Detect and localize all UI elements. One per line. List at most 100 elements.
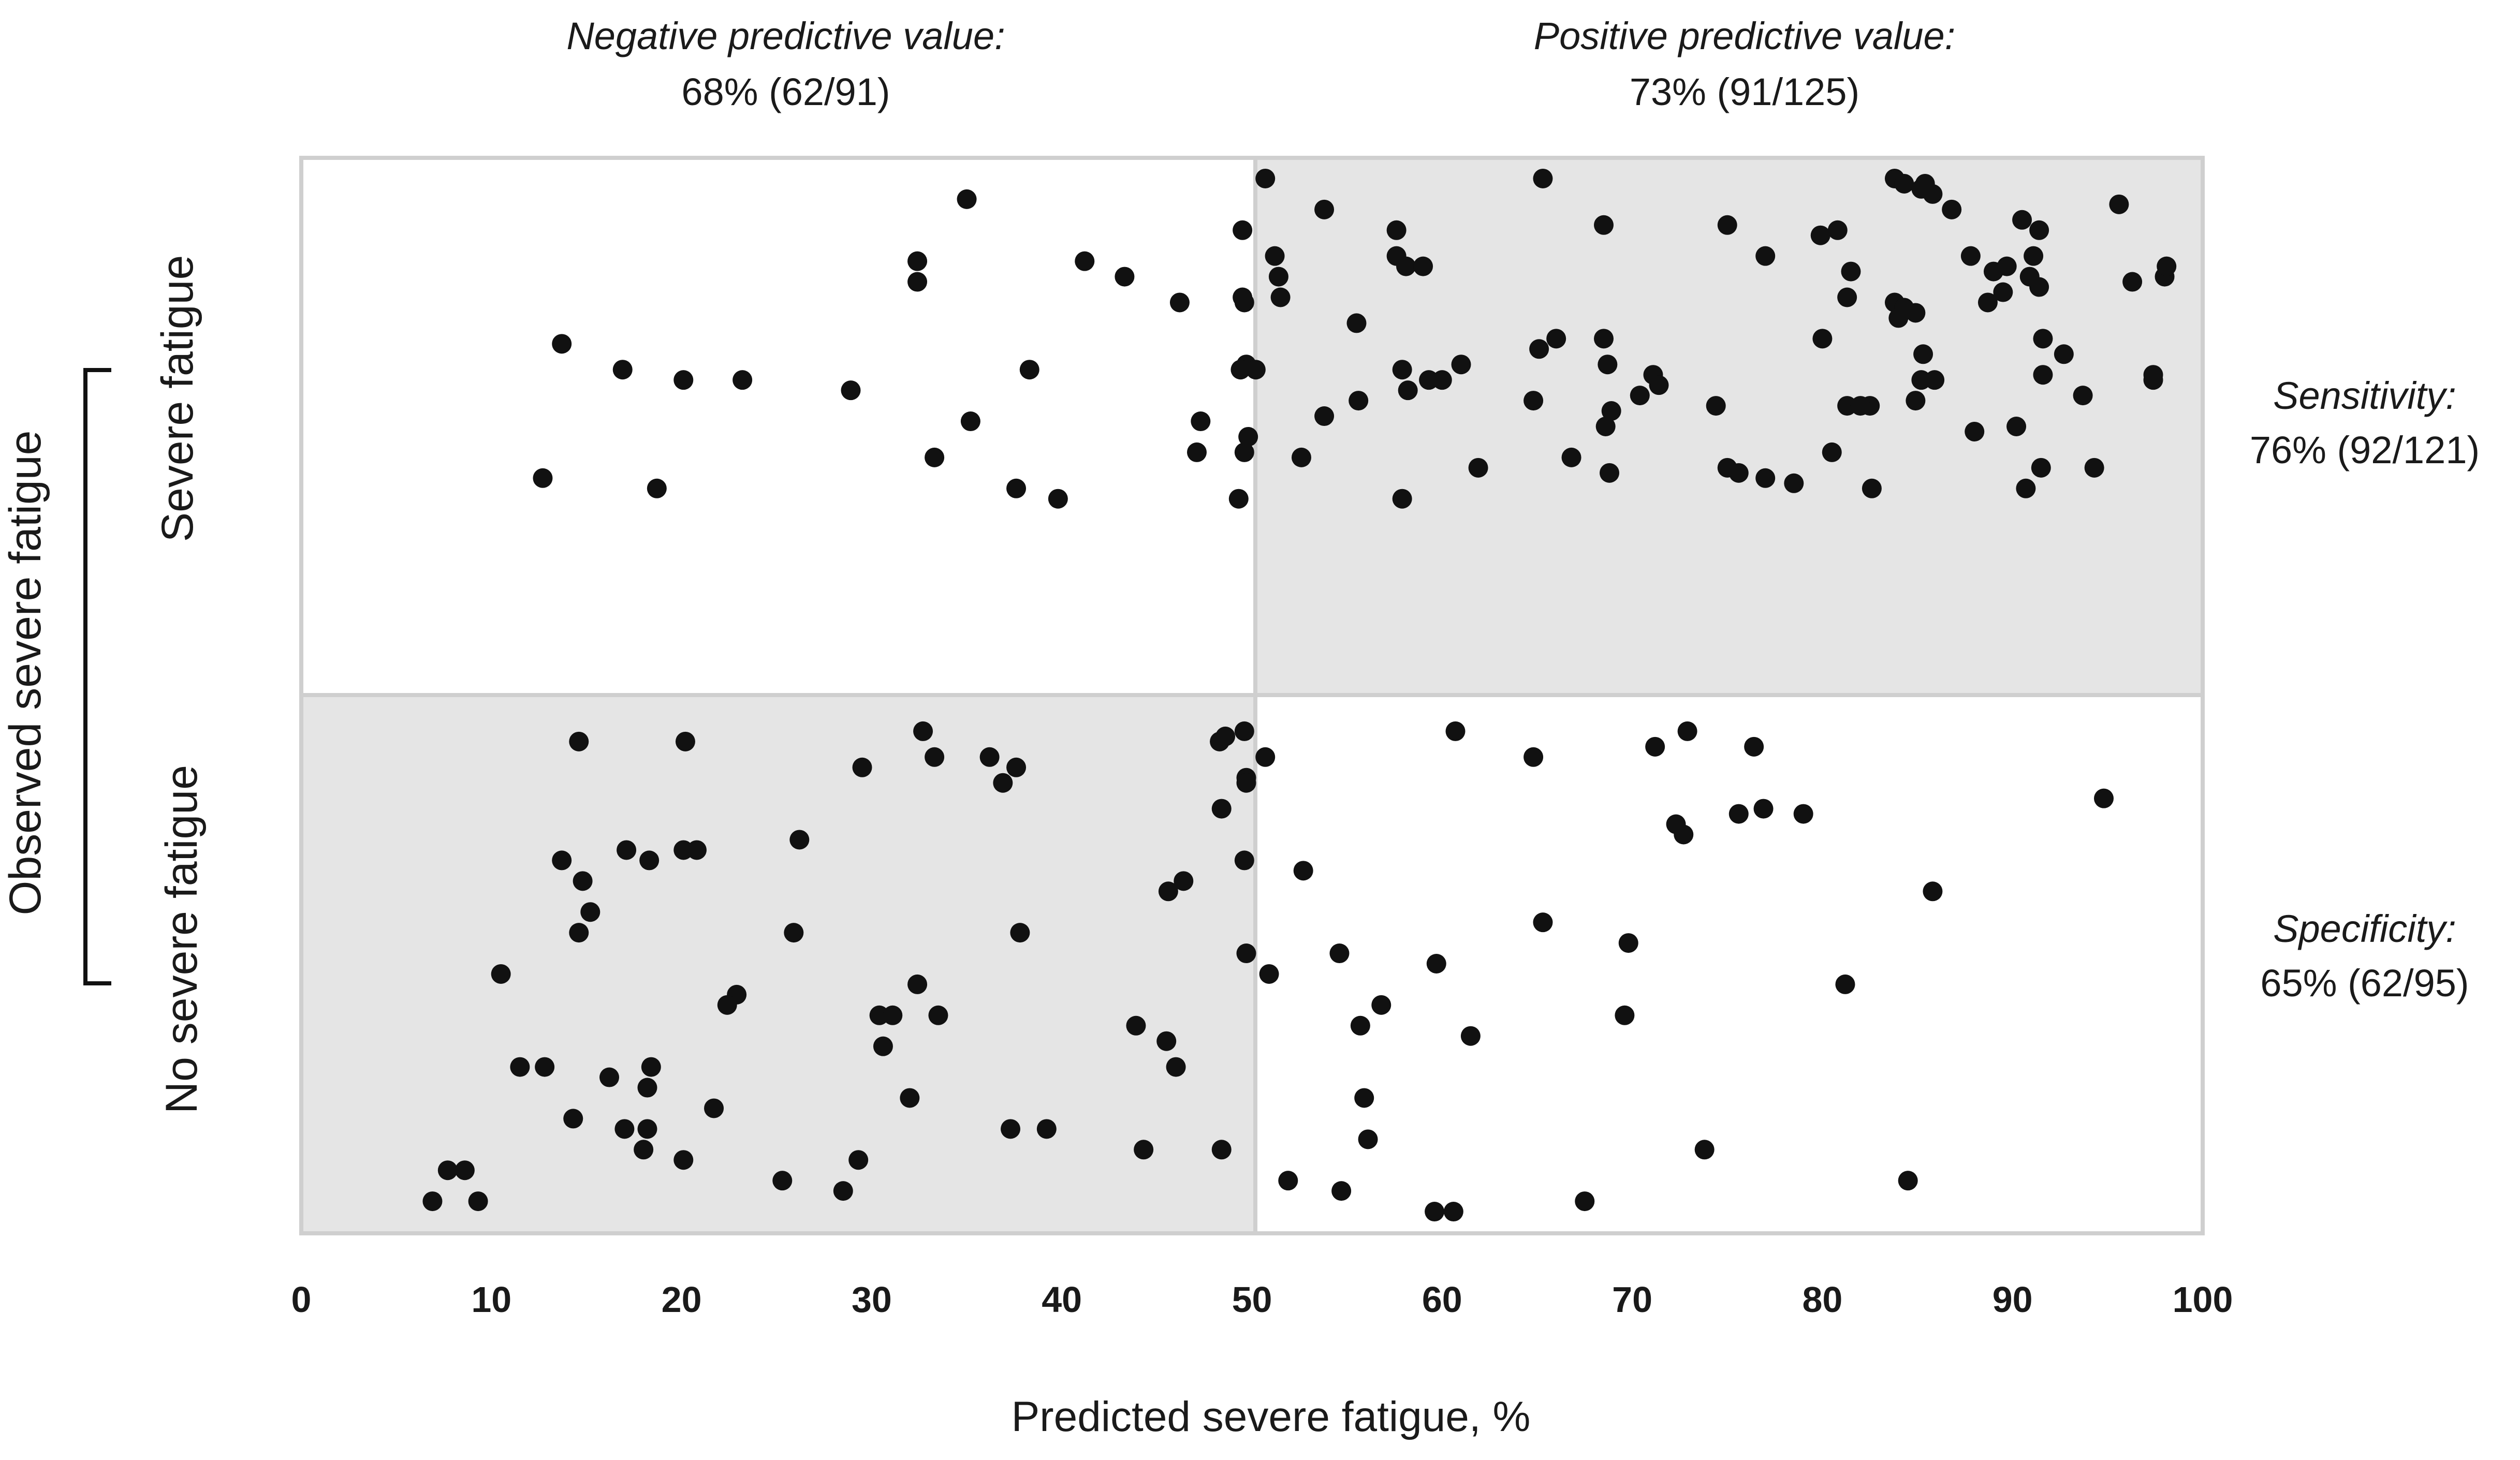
data-point: [784, 923, 804, 943]
data-point: [907, 272, 928, 292]
y-axis-title: Observed severe fatigue: [1, 431, 50, 916]
data-point: [1993, 282, 2013, 302]
data-point: [1174, 871, 1194, 891]
data-point: [1443, 1202, 1463, 1222]
data-point: [1278, 1171, 1298, 1191]
data-point: [2084, 458, 2104, 478]
data-point: [1598, 355, 1618, 375]
data-point: [1010, 923, 1030, 943]
data-point: [552, 850, 572, 871]
data-point: [1371, 995, 1391, 1015]
x-tick-label-60: 60: [1422, 1279, 1462, 1320]
data-point: [1523, 747, 1544, 767]
data-point: [1432, 370, 1452, 390]
data-point: [1075, 251, 1095, 271]
data-point: [1158, 881, 1178, 902]
data-point: [883, 1005, 903, 1025]
specificity-title: Specificity:: [2273, 907, 2456, 950]
data-point: [1835, 974, 1855, 994]
data-point: [1755, 246, 1776, 266]
data-point: [1234, 442, 1254, 462]
data-point: [1265, 246, 1285, 266]
data-point: [2024, 246, 2044, 266]
data-point: [1445, 721, 1466, 741]
data-point: [468, 1191, 488, 1212]
data-point: [552, 334, 572, 354]
data-point: [1977, 292, 1998, 313]
data-point: [2109, 194, 2129, 214]
ppv-title: Positive predictive value:: [1534, 14, 1955, 57]
data-point: [1268, 267, 1288, 287]
data-point: [1898, 1171, 1918, 1191]
data-point: [1822, 442, 1842, 462]
data-point: [1354, 1088, 1374, 1108]
data-point: [1850, 396, 1870, 416]
data-point: [1001, 1119, 1021, 1139]
data-point: [675, 731, 695, 751]
data-point: [993, 773, 1013, 793]
data-point: [673, 370, 694, 390]
x-tick-label-50: 50: [1232, 1279, 1272, 1320]
data-point: [1166, 1057, 1186, 1077]
data-point: [1386, 220, 1406, 240]
data-point: [535, 1057, 555, 1077]
data-point: [1115, 267, 1135, 287]
data-point: [900, 1088, 920, 1108]
data-point: [1894, 173, 1914, 194]
data-point: [1006, 757, 1027, 777]
data-point: [1236, 773, 1256, 793]
data-point: [2054, 344, 2074, 364]
row-label-no-severe-fatigue: No severe fatigue: [157, 765, 207, 1114]
data-point: [1997, 256, 2017, 276]
x-tick-label-40: 40: [1042, 1279, 1082, 1320]
x-tick-label-90: 90: [1992, 1279, 2033, 1320]
data-point: [614, 1119, 635, 1139]
data-point: [1523, 391, 1544, 411]
data-point: [1649, 375, 1669, 395]
data-point: [637, 1119, 657, 1139]
x-tick-label-80: 80: [1802, 1279, 1842, 1320]
data-point: [1784, 473, 1804, 493]
data-point: [1238, 426, 1258, 447]
data-point: [1694, 1140, 1715, 1160]
data-point: [673, 1150, 694, 1170]
data-point: [789, 830, 810, 850]
data-point: [1960, 246, 1981, 266]
data-point: [641, 1057, 661, 1077]
data-point: [1211, 799, 1232, 819]
data-point: [1923, 881, 1943, 902]
data-point: [1019, 360, 1039, 380]
data-point: [686, 840, 707, 860]
data-point: [1259, 964, 1279, 984]
x-tick-label-100: 100: [2173, 1279, 2233, 1320]
data-point: [1529, 339, 1549, 359]
row-label-severe-fatigue: Severe fatigue: [153, 255, 202, 542]
data-point: [852, 757, 872, 777]
data-point: [1215, 726, 1236, 746]
data-point: [957, 189, 977, 209]
data-point: [1126, 1015, 1146, 1036]
data-point: [1234, 292, 1254, 313]
data-point: [1728, 804, 1749, 824]
data-point: [647, 478, 667, 498]
data-point: [1392, 489, 1412, 509]
data-point: [2031, 458, 2051, 478]
data-point: [1827, 220, 1848, 240]
ppv-value: 73% (91/125): [1630, 70, 1859, 113]
data-point: [960, 411, 980, 432]
data-point: [1841, 261, 1861, 282]
data-point: [1293, 861, 1313, 881]
data-point: [1451, 355, 1471, 375]
data-point: [533, 468, 553, 488]
x-tick-labels: 0 10 20 30 40 50 60 70 80 90 100: [291, 1279, 2233, 1320]
data-point: [1036, 1119, 1057, 1139]
data-point: [1413, 256, 1433, 276]
data-point: [1191, 411, 1211, 432]
data-point: [2073, 386, 2093, 406]
data-point: [1460, 1026, 1481, 1046]
data-point: [2012, 210, 2032, 230]
data-point: [1594, 215, 1614, 235]
data-point: [907, 974, 928, 994]
data-point: [2029, 277, 2049, 297]
